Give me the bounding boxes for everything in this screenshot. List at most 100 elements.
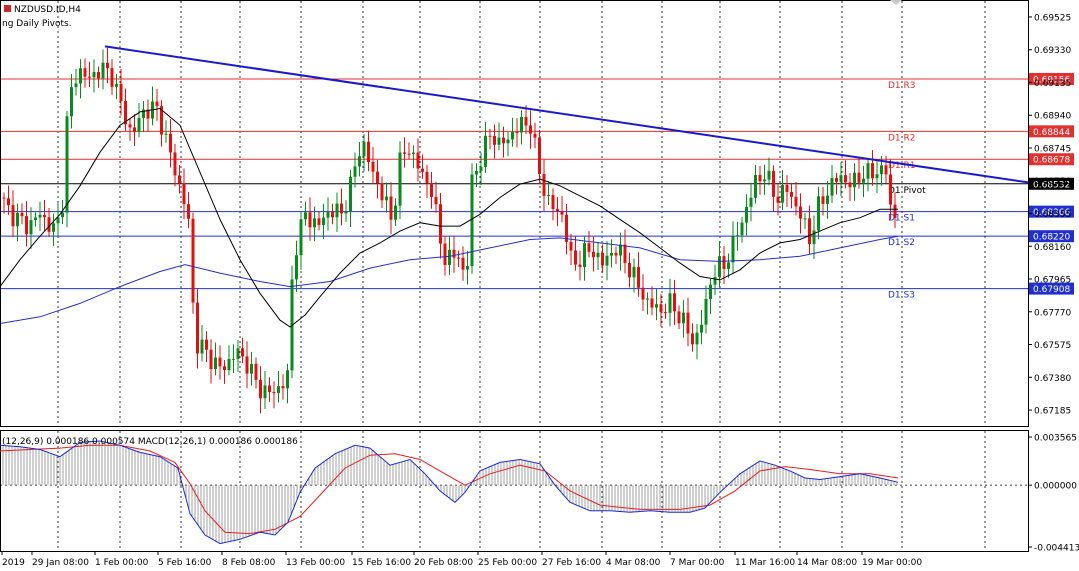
candle [578,250,582,281]
candle [7,185,10,215]
candle [169,119,172,168]
trendline[interactable] [104,45,1029,184]
candle [839,162,843,197]
macd-tick-label: 0.000000 [1034,482,1077,492]
time-tick-label: 5 Feb 16:00 [158,558,212,568]
candle [254,357,258,389]
time-tick-label: 19 Mar 00:00 [862,558,922,568]
candle [794,182,798,216]
candle [178,165,181,194]
pivot-price-tag-label: 0.69156 [1033,75,1070,85]
candle [187,191,190,229]
sma-slow-line [0,235,899,324]
pivot-price-tag-label: 0.68220 [1033,233,1070,243]
candle [43,200,46,232]
macd-signal-line [0,444,899,535]
candle [713,264,717,296]
price-tick-label: 0.68550 [1034,177,1071,187]
candle [133,114,136,146]
sma-fast-line [0,107,898,328]
time-tick-label: 25 Feb 00:00 [478,558,537,568]
candle [785,175,789,207]
price-grid [57,1,986,426]
price-tick-label: 0.67770 [1034,308,1071,318]
candle [259,366,262,414]
candle [754,165,757,204]
candle [146,99,150,132]
candle [290,265,294,379]
candle [11,190,15,238]
time-axis: 2019 29 Jan 08:00 1 Feb 00:00 5 Feb 16:00 8 … [1,551,922,568]
candle [182,168,186,220]
candle [821,186,825,216]
candle [727,253,730,278]
candle [866,158,870,192]
price-tick-label: 0.67185 [1034,407,1071,417]
candle [844,160,847,189]
candle [776,184,780,216]
chart-menu-icon[interactable] [890,0,902,5]
price-axis: 0.69525 0.69330 0.69135 0.68940 0.68745 0.685… [1028,13,1071,417]
candle [331,203,334,225]
price-tick-label: 0.69135 [1034,79,1071,89]
candle [551,188,555,221]
candle [583,236,586,281]
candle [835,172,838,195]
candle [295,240,298,292]
candle [574,236,577,271]
candle [763,164,766,195]
candle [214,342,217,376]
candle [749,182,753,222]
candle [218,345,222,380]
candle [587,231,591,258]
candle [547,181,550,205]
pivot-line-label: D1 Pivot [888,186,926,196]
macd-title: (12,26,9) 0.000186 0.000574 MACD(12,26,1… [2,437,298,447]
candle [848,173,852,201]
price-tick-label: 0.67965 [1034,276,1071,286]
pivot-line-label: D1 S1 [888,214,915,224]
price-tick-label: 0.68160 [1034,243,1071,253]
pivot-price-tag [1029,177,1074,190]
candle [659,293,663,327]
candle [614,246,618,265]
price-tick-label: 0.69525 [1034,13,1071,23]
candle [416,138,420,182]
candle [137,103,141,138]
price-tick-label: 0.68355 [1034,210,1071,220]
candle [691,323,694,352]
pivot-line-label: D1 R3 [888,81,916,91]
candle [704,285,708,334]
candle [493,124,496,159]
candle [128,118,132,141]
candle [299,211,303,270]
candle [353,152,357,188]
candle [430,171,433,209]
candle [173,143,177,187]
candle [457,250,460,268]
candle [191,212,195,314]
candles [2,48,897,414]
candle [817,186,820,240]
candle [124,88,127,131]
indicator-title: ng Daily Pivots. [2,19,72,29]
time-tick-label: 20 Feb 08:00 [414,558,473,568]
candle [97,66,100,88]
symbol-title: NZDUSD.ID,H4 [14,5,81,15]
price-tick-label: 0.67575 [1034,341,1071,351]
candle [497,122,501,151]
candle [623,229,627,274]
candle [655,289,658,321]
candle [488,128,492,150]
time-tick-label: 14 Mar 08:00 [797,558,857,568]
candle [115,73,118,100]
candle [745,194,748,236]
candle [772,165,775,212]
candle [209,339,213,384]
candle [893,191,897,229]
candle [304,201,307,226]
candle [88,61,91,87]
candle [232,344,235,374]
candle [443,236,447,276]
